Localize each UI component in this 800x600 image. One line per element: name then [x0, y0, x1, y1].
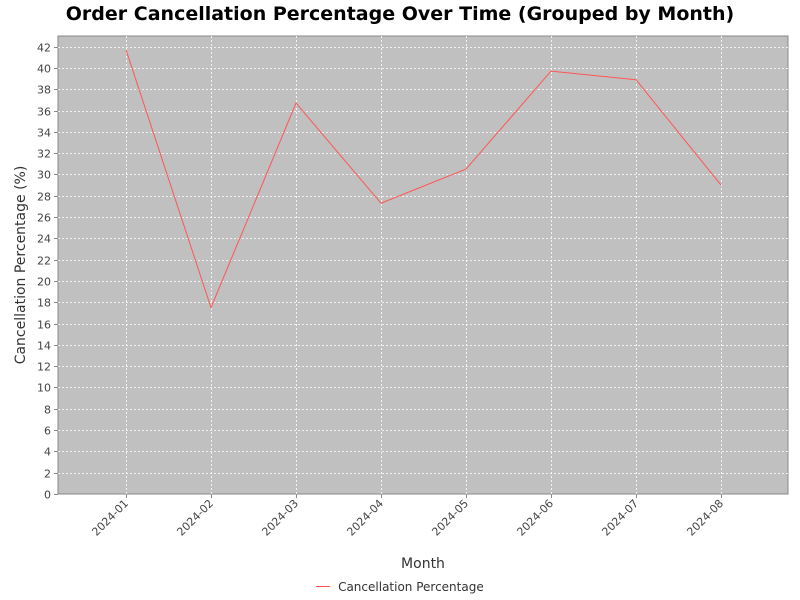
- series-layer: [125, 48, 723, 310]
- x-tick-label: 2024-03: [259, 497, 301, 539]
- chart-title: Order Cancellation Percentage Over Time …: [65, 3, 735, 25]
- grid-lines: [58, 36, 788, 494]
- legend: Cancellation Percentage: [0, 580, 800, 594]
- legend-line-swatch: [316, 586, 331, 587]
- x-tick-label: 2024-02: [174, 497, 216, 539]
- data-point: [550, 70, 553, 73]
- data-point: [635, 78, 638, 81]
- x-axis: 2024-01 2024-02 2024-03 2024-04 2024-05 2024-…: [89, 494, 726, 539]
- y-tick-label: 40: [37, 63, 51, 76]
- y-tick-label: 12: [37, 361, 51, 374]
- y-tick-label: 34: [37, 127, 51, 140]
- data-point: [210, 306, 213, 309]
- y-tick-label: 28: [37, 191, 51, 204]
- x-tick-label: 2024-08: [684, 497, 726, 539]
- y-tick-label: 22: [37, 255, 51, 268]
- y-tick-label: 0: [44, 489, 51, 502]
- y-tick-label: 2: [44, 468, 51, 481]
- data-point: [125, 48, 128, 51]
- data-point: [720, 184, 723, 187]
- data-point: [465, 168, 468, 171]
- x-tick-label: 2024-07: [599, 497, 641, 539]
- y-tick-label: 26: [37, 212, 51, 225]
- data-point: [295, 102, 298, 105]
- plot-area: [57, 35, 789, 495]
- y-tick-label: 10: [37, 382, 51, 395]
- y-tick-label: 42: [37, 42, 51, 55]
- y-tick-label: 20: [37, 276, 51, 289]
- data-point: [380, 202, 383, 205]
- y-tick-label: 36: [37, 106, 51, 119]
- y-tick-label: 14: [37, 340, 51, 353]
- y-tick-label: 32: [37, 148, 51, 161]
- y-tick-label: 4: [44, 446, 51, 459]
- y-tick-label: 30: [37, 169, 51, 182]
- y-tick-label: 8: [44, 404, 51, 417]
- y-tick-label: 18: [37, 297, 51, 310]
- x-tick-label: 2024-01: [89, 497, 131, 539]
- x-tick-label: 2024-06: [514, 497, 556, 539]
- x-axis-title: Month: [401, 556, 445, 572]
- y-axis-title: Cancellation Percentage (%): [13, 166, 29, 365]
- series-line: [125, 49, 722, 310]
- y-tick-label: 6: [44, 425, 51, 438]
- y-tick-label: 38: [37, 84, 51, 97]
- y-tick-label: 24: [37, 233, 51, 246]
- legend-label: Cancellation Percentage: [338, 580, 484, 594]
- x-tick-label: 2024-04: [344, 497, 386, 539]
- y-tick-label: 16: [37, 319, 51, 332]
- x-tick-label: 2024-05: [429, 497, 471, 539]
